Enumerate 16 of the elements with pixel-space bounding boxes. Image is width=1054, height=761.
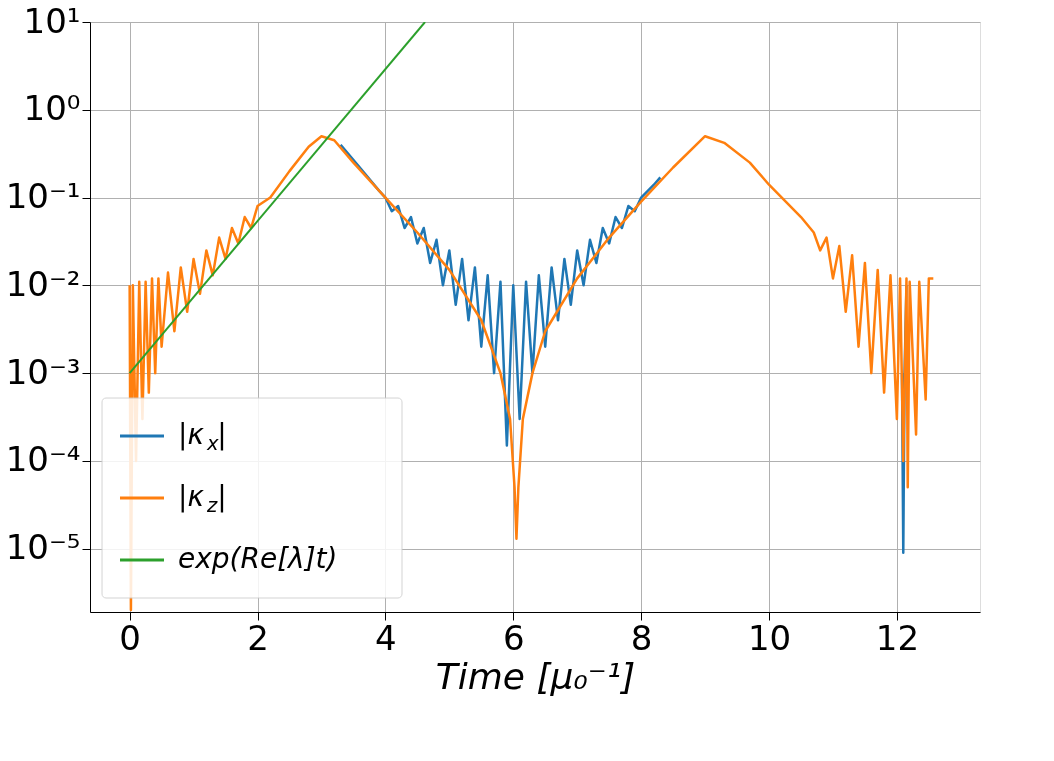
y-tick-label: 10¹: [23, 0, 81, 41]
y-tick-label: 10⁰: [23, 88, 81, 129]
x-tick-label: 8: [630, 617, 653, 658]
y-tick-label: 10⁻⁵: [5, 527, 81, 568]
y-tick-label: 10⁻²: [5, 263, 81, 304]
x-tick-label: 0: [119, 617, 141, 658]
y-tick-label: 10⁻⁴: [5, 439, 81, 480]
x-tick-label: 6: [502, 617, 525, 658]
x-axis-title: Time [μ₀⁻¹]: [435, 655, 636, 697]
x-tick-label: 10: [747, 617, 792, 658]
y-tick-label: 10⁻³: [5, 351, 81, 392]
x-tick-label: 2: [247, 617, 269, 658]
legend-label: exp(Re[λ]t): [178, 542, 338, 575]
y-tick-label: 10⁻¹: [5, 176, 81, 217]
x-tick-label: 12: [875, 617, 920, 658]
x-tick-label: 4: [375, 617, 397, 658]
